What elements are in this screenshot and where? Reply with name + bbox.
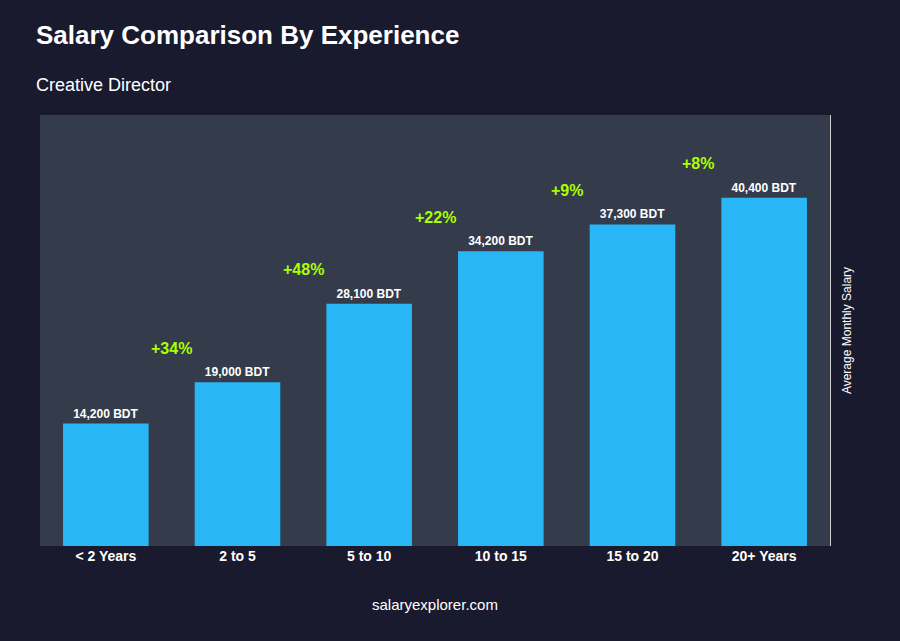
svg-text:Average Monthly Salary: Average Monthly Salary [840, 267, 854, 394]
svg-text:34,200 BDT: 34,200 BDT [468, 234, 533, 248]
svg-text:Salary Comparison By Experienc: Salary Comparison By Experience [36, 20, 459, 50]
svg-text:Creative Director: Creative Director [36, 75, 171, 95]
svg-text:40,400 BDT: 40,400 BDT [731, 181, 796, 195]
svg-text:5 to 10: 5 to 10 [347, 548, 392, 564]
svg-text:19,000 BDT: 19,000 BDT [205, 365, 270, 379]
svg-text:28,100 BDT: 28,100 BDT [336, 287, 401, 301]
svg-text:14,200 BDT: 14,200 BDT [73, 407, 138, 421]
svg-text:10 to 15: 10 to 15 [475, 548, 527, 564]
svg-text:15 to 20: 15 to 20 [606, 548, 658, 564]
svg-text:20+ Years: 20+ Years [732, 548, 797, 564]
svg-text:+9%: +9% [551, 182, 583, 199]
svg-text:+22%: +22% [415, 209, 456, 226]
svg-text:37,300 BDT: 37,300 BDT [600, 207, 665, 221]
svg-text:< 2 Years: < 2 Years [75, 548, 136, 564]
svg-text:2 to 5: 2 to 5 [219, 548, 256, 564]
svg-text:salaryexplorer.com: salaryexplorer.com [372, 596, 498, 613]
svg-text:+48%: +48% [283, 261, 324, 278]
svg-text:+8%: +8% [682, 155, 714, 172]
svg-text:+34%: +34% [151, 340, 192, 357]
